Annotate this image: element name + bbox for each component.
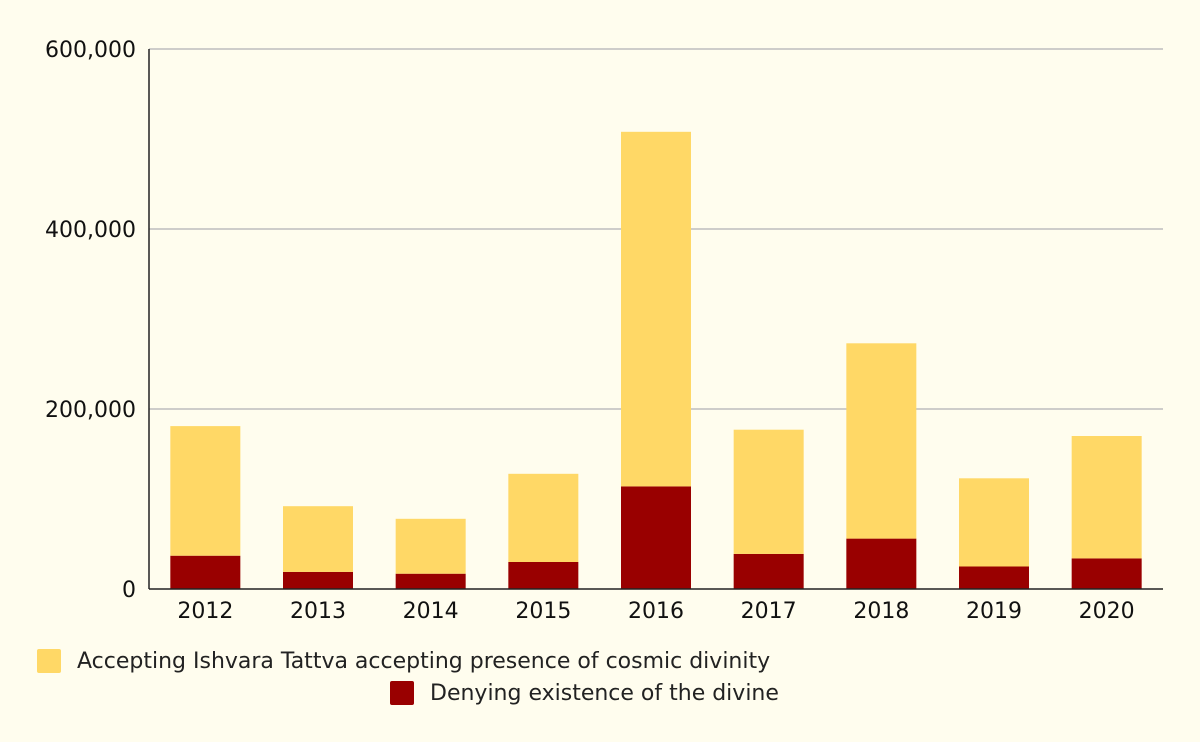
x-tick-label: 2014: [403, 599, 459, 624]
bar-segment-accepting-2020[interactable]: [1071, 436, 1142, 559]
legend: Accepting Ishvara Tattva accepting prese…: [37, 649, 779, 706]
legend-item-denying[interactable]: Denying existence of the divine: [390, 681, 779, 706]
y-tick-label: 400,000: [45, 218, 136, 243]
x-tick-label: 2017: [741, 599, 797, 624]
bar-segment-denying-2020[interactable]: [1071, 558, 1142, 589]
bar-segment-accepting-2015[interactable]: [508, 473, 579, 562]
bar-segment-accepting-2014[interactable]: [395, 518, 466, 574]
legend-item-accepting[interactable]: Accepting Ishvara Tattva accepting prese…: [37, 649, 770, 674]
x-tick-label: 2016: [628, 599, 684, 624]
x-tick-label: 2019: [966, 599, 1022, 624]
x-tick-label: 2013: [290, 599, 346, 624]
legend-label-accepting: Accepting Ishvara Tattva accepting prese…: [77, 649, 770, 674]
bar-segment-denying-2015[interactable]: [508, 562, 579, 589]
axes-layer: [148, 49, 1163, 590]
y-tick-label: 600,000: [45, 38, 136, 63]
bar-segment-accepting-2012[interactable]: [170, 426, 241, 556]
x-tick-label: 2012: [177, 599, 233, 624]
y-tick-labels: 0 200,000 400,000 600,000: [45, 38, 136, 603]
x-tick-label: 2015: [515, 599, 571, 624]
bar-segment-denying-2019[interactable]: [959, 566, 1029, 590]
bar-segment-denying-2013[interactable]: [283, 571, 353, 589]
bar-segment-denying-2017[interactable]: [733, 553, 804, 589]
x-tick-label: 2020: [1079, 599, 1135, 624]
x-tick-labels: 2012 2013 2014 2015 2016 2017 2018 2019 2020: [177, 599, 1134, 624]
bar-segment-accepting-2013[interactable]: [283, 506, 353, 572]
y-tick-label: 0: [122, 578, 136, 603]
x-tick-label: 2018: [853, 599, 909, 624]
bar-segment-denying-2018[interactable]: [846, 538, 917, 589]
bar-segment-accepting-2017[interactable]: [733, 429, 804, 554]
bar-segment-accepting-2019[interactable]: [959, 478, 1029, 567]
bar-segment-denying-2014[interactable]: [395, 573, 466, 589]
bar-segment-accepting-2018[interactable]: [846, 343, 917, 539]
bar-segment-accepting-2016[interactable]: [621, 131, 691, 487]
bar-segment-denying-2016[interactable]: [621, 486, 691, 589]
legend-swatch-denying: [390, 681, 414, 705]
bar-segment-denying-2012[interactable]: [170, 555, 241, 589]
bars-layer: [170, 131, 1142, 590]
legend-label-denying: Denying existence of the divine: [430, 681, 779, 706]
y-tick-label: 200,000: [45, 398, 136, 423]
legend-swatch-accepting: [37, 649, 61, 673]
